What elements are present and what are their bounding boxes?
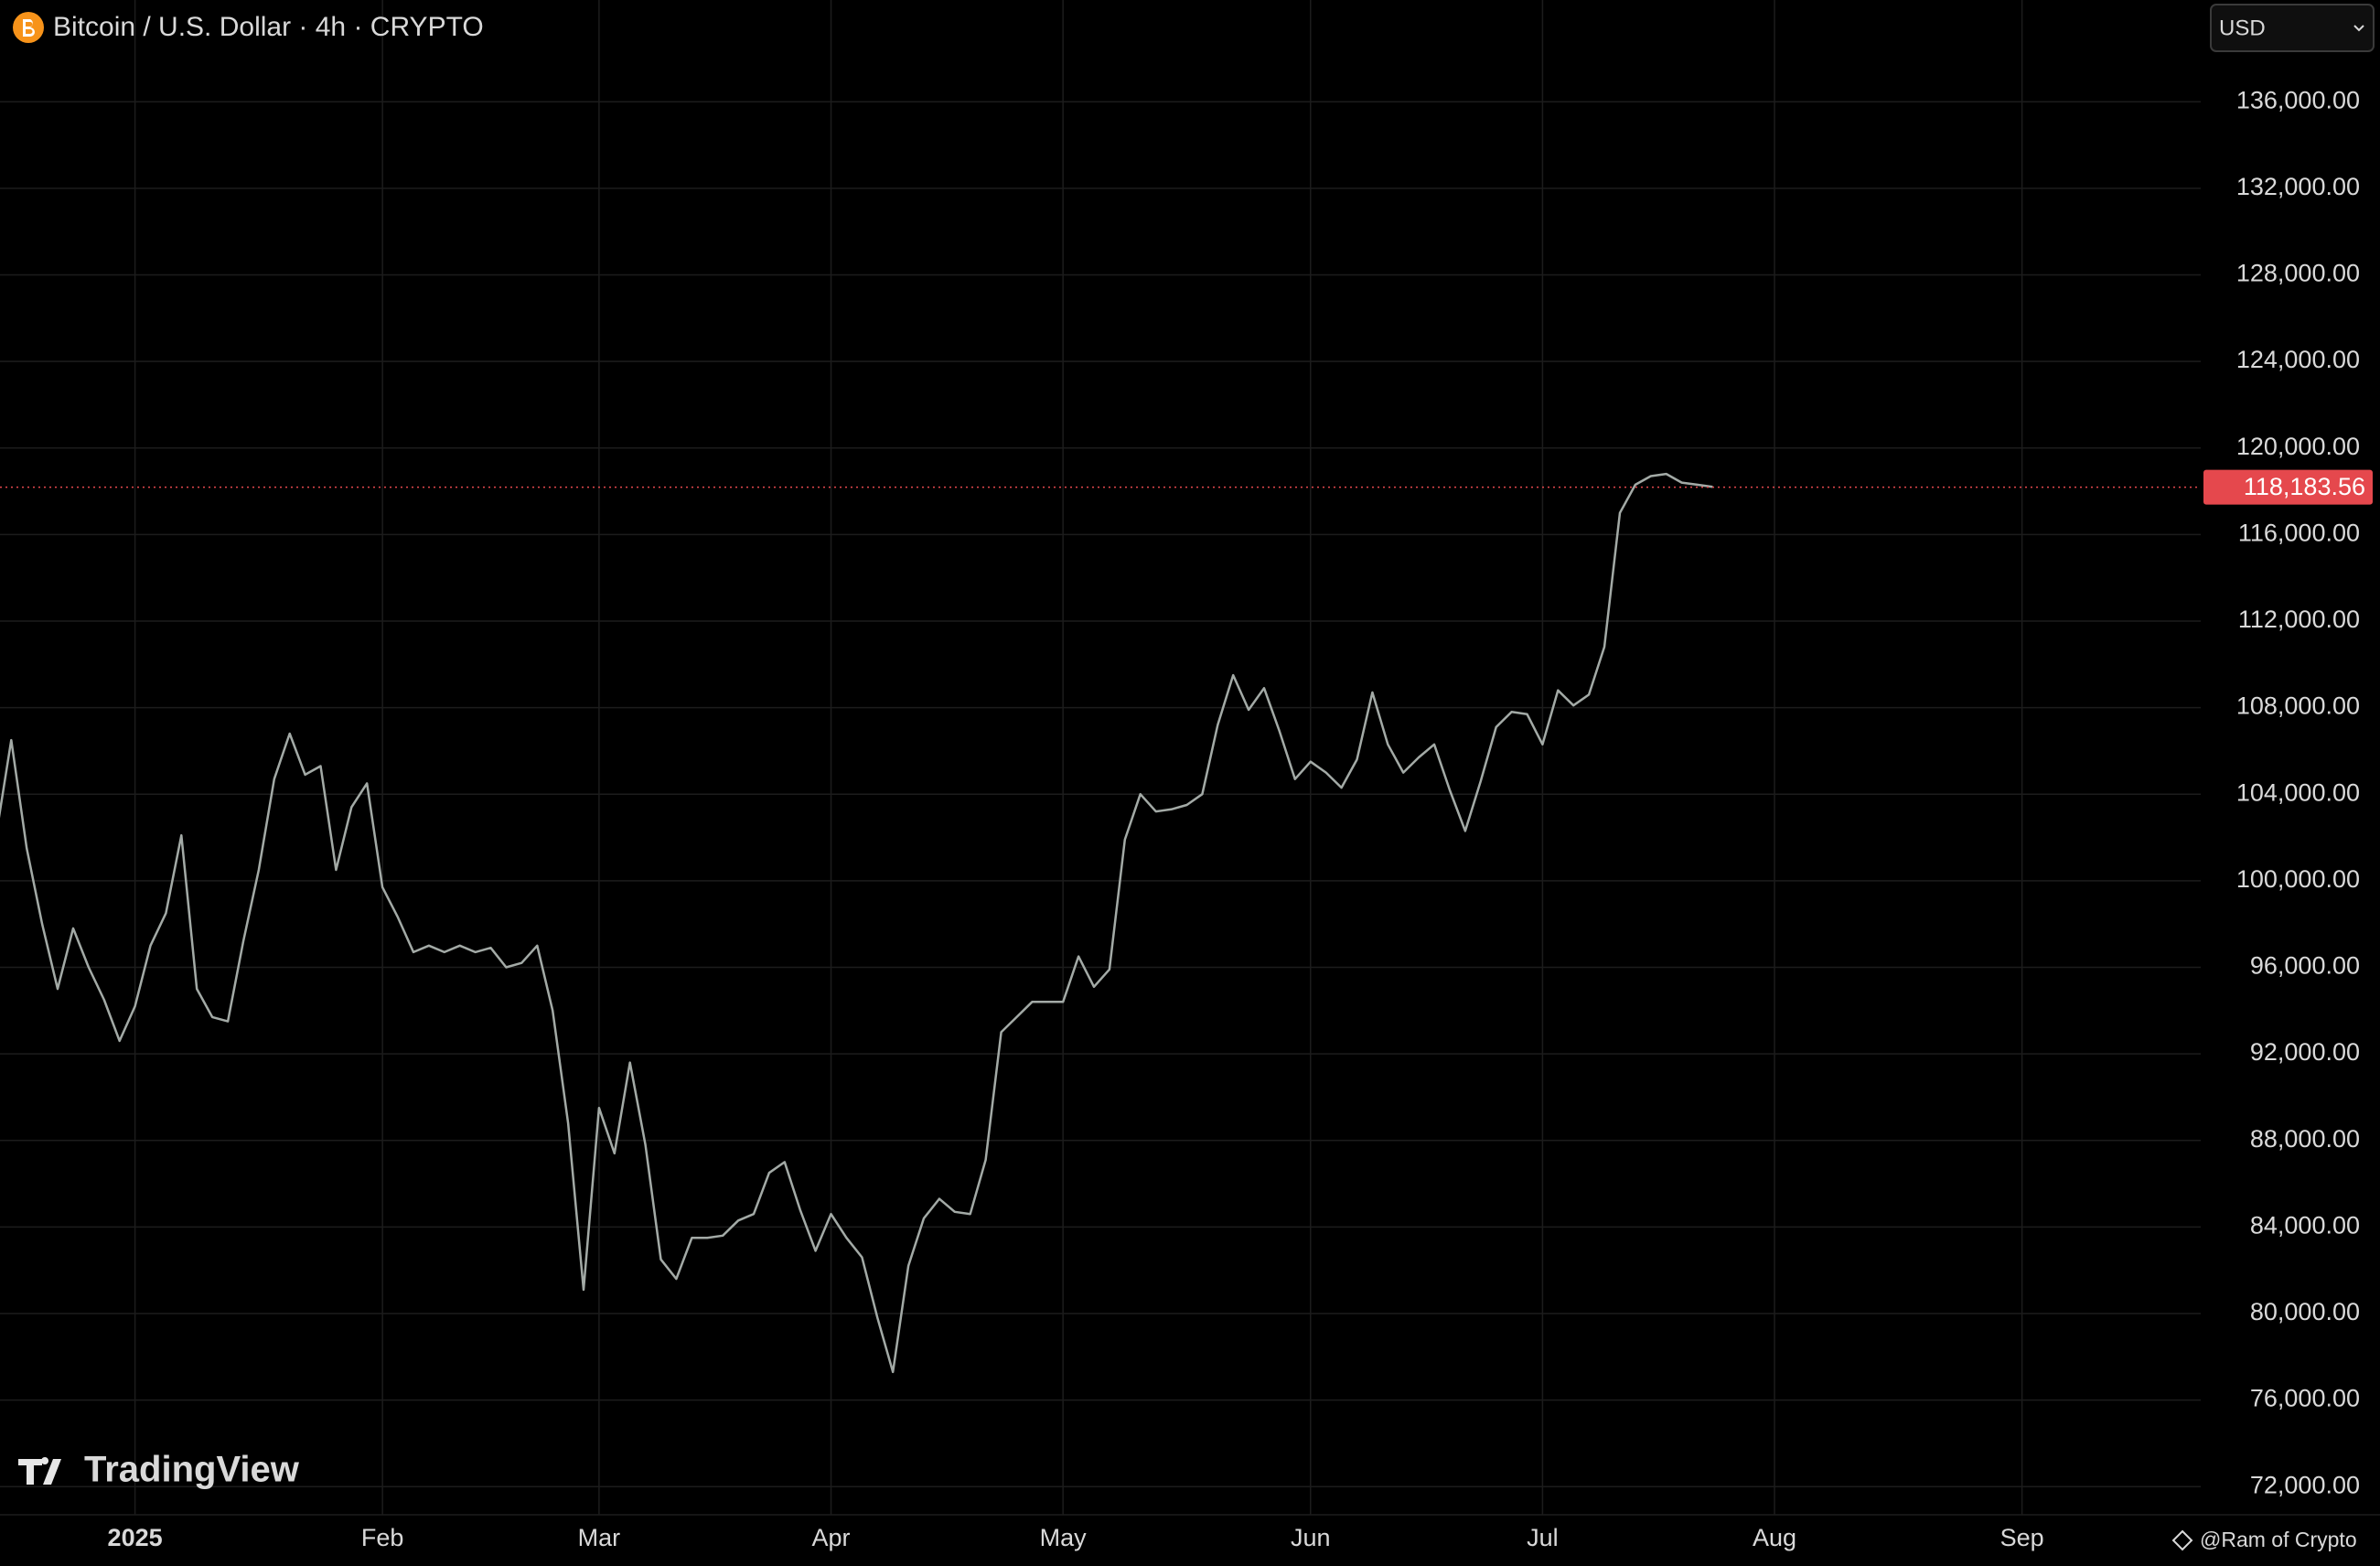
x-tick-label: Feb: [361, 1524, 404, 1551]
credit: @Ram of Crypto: [2200, 1528, 2357, 1551]
watermark-logo: [18, 1457, 61, 1485]
symbol-title: Bitcoin / U.S. Dollar · 4h · CRYPTO: [53, 12, 484, 42]
grid: [0, 0, 2380, 1516]
labels: 72,000.00 76,000.00 80,000.00 84,000.00 88,0…: [108, 86, 2373, 1551]
x-tick-label: May: [1040, 1524, 1088, 1551]
y-tick-label: 116,000.00: [2238, 519, 2360, 546]
y-tick-label: 92,000.00: [2250, 1038, 2360, 1066]
x-tick-label: Sep: [2000, 1524, 2044, 1551]
last-price-label: 118,183.56: [2244, 473, 2365, 500]
x-tick-label: Jul: [1527, 1524, 1559, 1551]
y-tick-label: 124,000.00: [2236, 346, 2360, 373]
bitcoin-glyph: [23, 19, 35, 37]
y-tick-label: 132,000.00: [2236, 173, 2360, 200]
y-tick-label: 136,000.00: [2236, 86, 2360, 113]
credit-icon: [2171, 1529, 2193, 1551]
x-tick-label: Mar: [578, 1524, 621, 1551]
y-tick-label: 96,000.00: [2250, 952, 2360, 980]
dropdown-chevron: [2353, 25, 2364, 32]
y-tick-label: 128,000.00: [2236, 260, 2360, 287]
x-tick-label: Apr: [812, 1524, 851, 1551]
last-price-box: [2203, 469, 2373, 505]
watermark: TradingView: [84, 1450, 300, 1490]
y-tick-label: 84,000.00: [2250, 1211, 2360, 1239]
plot: [0, 472, 2201, 1374]
x-tick-label: Jun: [1291, 1524, 1331, 1551]
price-line: [0, 472, 1713, 1374]
y-tick-label: 100,000.00: [2236, 865, 2360, 893]
y-tick-label: 76,000.00: [2250, 1385, 2360, 1412]
y-tick-label: 88,000.00: [2250, 1125, 2360, 1153]
y-tick-label: 108,000.00: [2236, 692, 2360, 720]
y-tick-label: 104,000.00: [2236, 778, 2360, 806]
y-tick-label: 120,000.00: [2236, 433, 2360, 460]
y-tick-label: 80,000.00: [2250, 1298, 2360, 1325]
y-tick-label: 72,000.00: [2250, 1471, 2360, 1498]
y-tick-label: 112,000.00: [2238, 606, 2360, 633]
currency-selector-label[interactable]: USD: [2219, 16, 2266, 40]
x-tick-label: Aug: [1753, 1524, 1796, 1551]
x-tick-label: 2025: [108, 1524, 163, 1551]
currency-selector[interactable]: [2210, 4, 2375, 52]
